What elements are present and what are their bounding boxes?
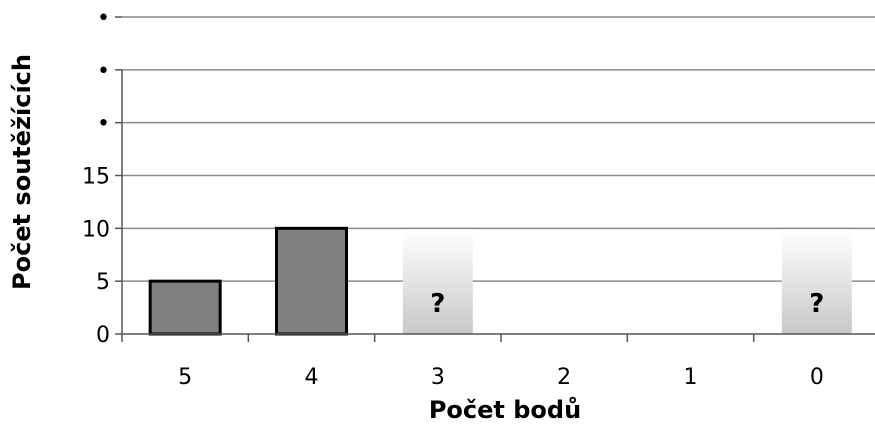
unknown-bar-3 bbox=[402, 230, 473, 334]
y-tick-label: 5 bbox=[96, 270, 110, 295]
y-tick-label: • bbox=[97, 6, 110, 31]
bars bbox=[148, 226, 852, 336]
x-axis-title: Počet bodů bbox=[429, 396, 581, 424]
y-tick-label: • bbox=[97, 112, 110, 137]
x-tick-label: 0 bbox=[810, 365, 824, 390]
x-tick-label: 1 bbox=[684, 365, 698, 390]
y-tick-label: 0 bbox=[96, 323, 110, 348]
y-tick-label: 10 bbox=[82, 217, 110, 242]
unknown-bar-0 bbox=[781, 230, 852, 334]
gridlines bbox=[122, 16, 875, 282]
unknown-value-label: ? bbox=[430, 289, 445, 319]
x-tick-label: 5 bbox=[178, 365, 192, 390]
axes bbox=[115, 16, 875, 342]
y-axis-title: Počet soutěžících bbox=[8, 54, 36, 290]
y-tick-label: 15 bbox=[82, 165, 110, 190]
x-tick-label: 2 bbox=[557, 365, 571, 390]
y-tick-label: • bbox=[97, 59, 110, 84]
bar-4 bbox=[275, 226, 348, 336]
x-tick-label: 3 bbox=[431, 365, 445, 390]
unknown-value-label: ? bbox=[809, 289, 824, 319]
bar-5 bbox=[148, 279, 222, 336]
x-tick-label: 4 bbox=[305, 365, 319, 390]
